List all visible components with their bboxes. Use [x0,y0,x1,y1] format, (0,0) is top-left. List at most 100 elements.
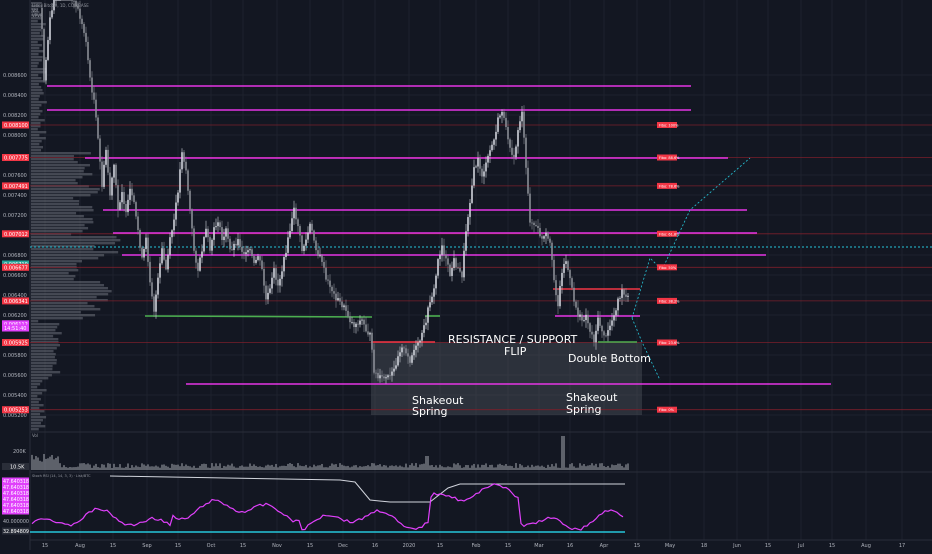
zone-box-right [563,342,642,415]
volume-profile-bar [31,227,89,230]
volume-bar [511,466,513,470]
candle-body [309,223,311,233]
volume-bar [137,466,139,470]
candle-body [139,229,141,248]
candle-body [455,258,457,268]
candle-body [137,216,139,230]
x-tick-label-16: 16 [567,543,573,549]
volume-bar [609,467,611,470]
volume-bar [287,463,289,470]
volume-bar [619,463,621,470]
volume-bar [251,465,253,470]
candle-body [375,372,377,374]
candle-body [451,267,453,276]
volume-profile-bar [31,131,47,134]
candle-body [509,139,511,148]
volume-bar [441,466,443,470]
candle-body [621,289,623,298]
price-axis: 0.008600 0.008400 0.008200 0.008000 0.007600… [2,73,29,419]
candle-body [627,295,629,297]
volume-bar [293,466,295,470]
rsi-badge-4 [2,501,29,509]
vpvr-legend: VPVR [32,13,43,18]
candle-body [521,111,523,122]
volume-bar [325,467,327,470]
volume-profile-bar [31,254,105,257]
volume-bar [43,453,45,470]
candle-body [227,228,229,239]
volume-profile-bar [31,365,53,368]
volume-bar [121,467,123,470]
volume-bar [529,467,531,470]
volume-bar [587,465,589,470]
price-badge-label-8: 14:51:40 [4,326,26,332]
candle-body [613,315,615,321]
candle-body [481,168,483,177]
candle-body [447,258,449,265]
candle-body [537,225,539,229]
volume-bar [199,465,201,470]
volume-profile-bar [31,86,42,89]
x-tick-label-23: Jul [797,543,804,549]
rsi-label-0: 47.640318 [3,479,29,485]
volume-bar [271,464,273,470]
volume-profile-bar [31,188,100,191]
candle-body [559,285,561,307]
volume-bar [223,465,225,470]
volume-bar [617,463,619,470]
candle-body [331,286,333,292]
volume-bar [381,466,383,470]
volume-bar [81,463,83,470]
volume-bar [393,466,395,470]
volume-profile-bar [31,11,40,14]
x-tick-label-18: 15 [634,543,640,549]
volume-bar [119,464,121,470]
candle-body [545,232,547,237]
volume-bar [175,464,177,470]
volume-bar [475,467,477,470]
volume-profile-bar [31,236,117,239]
volume-profile-bar [31,353,56,356]
volume-bar [519,463,521,470]
candle-body [297,219,299,227]
volume-bar [437,467,439,470]
volume-bar [147,464,149,470]
volume-bar [101,464,103,470]
candle-body [609,325,611,331]
candle-body [585,314,587,321]
candle-body [165,259,167,270]
volume-profile-bar [31,245,95,248]
volume-bar [461,467,463,470]
candle-body [593,334,595,343]
fib-label-box-5 [657,297,677,304]
volume-bar [477,464,479,470]
candle-body [617,298,619,311]
candle-body [237,239,239,246]
volume-bar [39,460,41,470]
volume-bar [133,467,135,470]
volume-bar [123,467,125,470]
candle-body [173,219,175,231]
volume-profile-bar [31,44,42,47]
volume-bar [405,463,407,470]
volume-profile-bar [31,404,44,407]
volume-bar [233,466,235,470]
price-badge-label-10: 0.005253 [4,408,28,414]
volume-profile-bar [31,317,83,320]
candle-body [587,314,589,324]
volume-bar [459,465,461,470]
volume-bar [95,463,97,470]
candle-body [263,268,265,286]
fib-label-2: Fibo: 78.6% [659,184,680,188]
volume-bar [183,466,185,470]
volume-bar [57,456,59,470]
candle-body [251,249,253,257]
volume-bar [67,467,69,470]
volume-bar [55,457,57,470]
candle-body [177,192,179,203]
volume-profile-bar [31,212,77,215]
candle-body [379,375,381,379]
candle-body [79,8,81,19]
volume-value-badge [2,463,29,470]
